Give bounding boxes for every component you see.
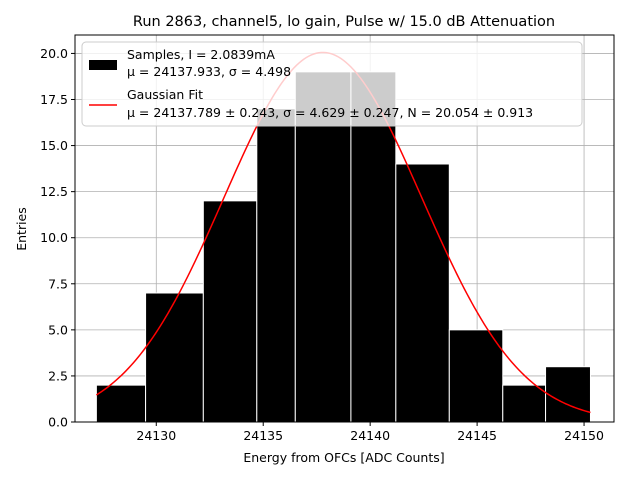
x-tick-label: 24145: [457, 428, 497, 443]
x-tick-label: 24135: [243, 428, 283, 443]
y-tick-label: 2.5: [48, 368, 68, 383]
histogram-bar: [448, 329, 504, 423]
y-axis-ticks: 0.0 2.5 5.0 7.5 10.0 12.5 15.0 17.5 20.0: [40, 46, 75, 430]
x-tick-label: 24140: [350, 428, 390, 443]
x-axis-label: Energy from OFCs [ADC Counts]: [243, 450, 444, 465]
plot-frame: [74, 34, 615, 423]
histogram-bar: [202, 200, 258, 423]
legend: Samples, I = 2.0839mA μ = 24137.933, σ =…: [81, 41, 583, 127]
histogram-bar: [545, 366, 591, 423]
histogram-bar: [95, 384, 147, 423]
y-tick-label: 10.0: [40, 230, 68, 245]
y-axis-label: Entries: [14, 207, 29, 251]
histogram-bar: [350, 71, 397, 423]
chart-title: Run 2863, channel5, lo gain, Pulse w/ 15…: [133, 14, 555, 30]
legend-box: [81, 41, 583, 127]
histogram-bar: [395, 163, 450, 423]
y-tick-label: 17.5: [40, 92, 68, 107]
x-axis-ticks: 24130 24135 24140 24145 24150: [136, 422, 604, 443]
x-tick-label: 24150: [564, 428, 604, 443]
legend-samples-swatch: [89, 60, 117, 70]
histogram-bar: [502, 384, 547, 423]
legend-samples-label: Samples, I = 2.0839mA: [127, 47, 275, 62]
histogram-bar: [145, 292, 204, 423]
histogram-bars: [95, 71, 591, 423]
y-tick-label: 15.0: [40, 138, 68, 153]
legend-fit-stats: μ = 24137.789 ± 0.243, σ = 4.629 ± 0.247…: [127, 105, 533, 120]
y-tick-label: 20.0: [40, 46, 68, 61]
y-tick-label: 7.5: [48, 276, 68, 291]
legend-samples-stats: μ = 24137.933, σ = 4.498: [127, 64, 291, 79]
x-tick-label: 24130: [136, 428, 176, 443]
y-tick-label: 12.5: [40, 184, 68, 199]
y-tick-label: 0.0: [48, 415, 68, 430]
histogram-bar: [256, 108, 296, 423]
legend-fit-label: Gaussian Fit: [127, 87, 203, 102]
y-tick-label: 5.0: [48, 322, 68, 337]
